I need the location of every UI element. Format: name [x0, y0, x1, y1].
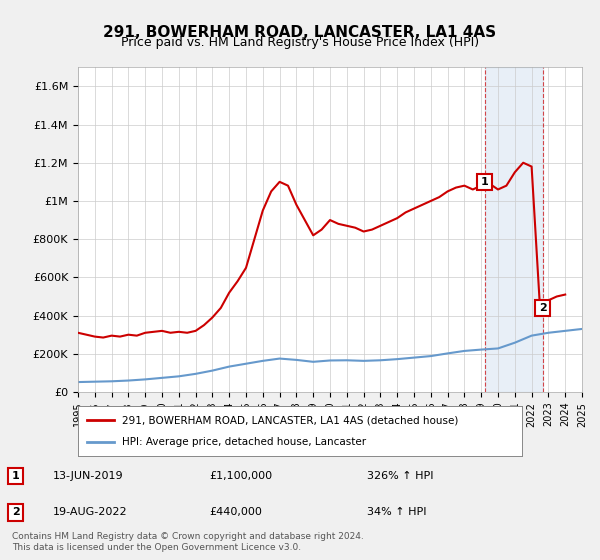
- Text: 34% ↑ HPI: 34% ↑ HPI: [367, 507, 427, 517]
- Text: 291, BOWERHAM ROAD, LANCASTER, LA1 4AS: 291, BOWERHAM ROAD, LANCASTER, LA1 4AS: [103, 25, 497, 40]
- Bar: [485, 67, 542, 392]
- Text: Price paid vs. HM Land Registry's House Price Index (HPI): Price paid vs. HM Land Registry's House …: [121, 36, 479, 49]
- Text: 326% ↑ HPI: 326% ↑ HPI: [367, 471, 433, 481]
- Text: 2: 2: [539, 303, 547, 313]
- Text: £440,000: £440,000: [210, 507, 263, 517]
- Text: 19-AUG-2022: 19-AUG-2022: [53, 507, 127, 517]
- Text: 1: 1: [12, 471, 20, 481]
- Text: 2: 2: [12, 507, 20, 517]
- Text: 1: 1: [481, 177, 488, 187]
- Text: HPI: Average price, detached house, Lancaster: HPI: Average price, detached house, Lanc…: [122, 437, 367, 447]
- Text: £1,100,000: £1,100,000: [210, 471, 273, 481]
- Text: 291, BOWERHAM ROAD, LANCASTER, LA1 4AS (detached house): 291, BOWERHAM ROAD, LANCASTER, LA1 4AS (…: [122, 415, 459, 425]
- Text: 13-JUN-2019: 13-JUN-2019: [53, 471, 123, 481]
- Text: Contains HM Land Registry data © Crown copyright and database right 2024.
This d: Contains HM Land Registry data © Crown c…: [12, 532, 364, 552]
